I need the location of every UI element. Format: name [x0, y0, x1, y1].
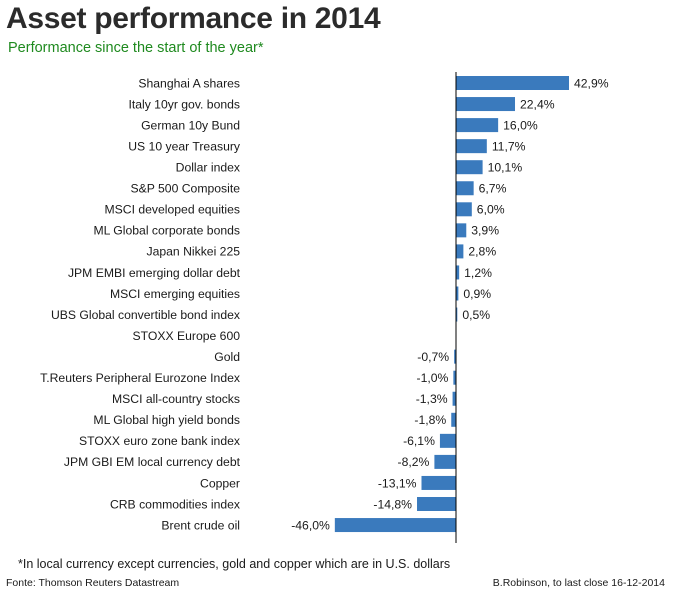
- value-label: 1,2%: [464, 266, 492, 280]
- category-label: MSCI emerging equities: [110, 287, 240, 301]
- bar: [456, 118, 499, 133]
- bar: [456, 244, 464, 259]
- value-label: -14,8%: [373, 497, 412, 511]
- category-label: MSCI developed equities: [105, 203, 241, 217]
- bar: [454, 349, 456, 364]
- bar: [451, 412, 456, 427]
- category-label: Gold: [214, 350, 240, 364]
- bar: [456, 160, 483, 175]
- bar: [456, 76, 569, 90]
- value-label: -8,2%: [398, 455, 430, 469]
- category-label: Japan Nikkei 225: [147, 245, 241, 259]
- category-label: S&P 500 Composite: [130, 182, 240, 196]
- bar: [456, 202, 472, 217]
- value-label: 6,7%: [479, 182, 507, 196]
- bar: [334, 518, 456, 533]
- value-label: 3,9%: [471, 224, 499, 238]
- value-label: 6,0%: [477, 203, 505, 217]
- category-label: Copper: [200, 476, 240, 490]
- credit-note: B.Robinson, to last close 16-12-2014: [492, 577, 665, 589]
- category-label: UBS Global convertible bond index: [51, 308, 240, 322]
- value-label: 0,9%: [463, 287, 491, 301]
- category-label: ML Global corporate bonds: [93, 224, 240, 238]
- value-label: -1,0%: [417, 371, 449, 385]
- category-label: Italy 10yr gov. bonds: [128, 97, 240, 111]
- value-label: 22,4%: [520, 97, 555, 111]
- bar: [434, 454, 456, 469]
- category-label: German 10y Bund: [141, 118, 240, 132]
- value-label: -1,8%: [414, 413, 446, 427]
- category-label: Brent crude oil: [161, 518, 240, 532]
- value-label: -0,7%: [417, 350, 449, 364]
- footnote: *In local currency except currencies, go…: [18, 557, 451, 571]
- category-label: Shanghai A shares: [138, 76, 240, 90]
- bar: [456, 181, 474, 196]
- bar: [417, 497, 456, 511]
- bar: [452, 391, 456, 406]
- category-label: US 10 year Treasury: [128, 139, 241, 153]
- value-label: -6,1%: [403, 434, 435, 448]
- value-label: 16,0%: [503, 118, 538, 132]
- value-label: 10,1%: [488, 161, 523, 175]
- category-label: MSCI all-country stocks: [112, 392, 240, 406]
- value-label: 42,9%: [574, 76, 609, 90]
- category-label: STOXX euro zone bank index: [79, 434, 240, 448]
- bar: [439, 433, 456, 448]
- category-label: JPM GBI EM local currency debt: [64, 455, 241, 469]
- value-label: -1,3%: [416, 392, 448, 406]
- bar: [456, 307, 458, 322]
- source-note: Fonte: Thomson Reuters Datastream: [6, 577, 180, 589]
- bar: [456, 286, 459, 301]
- value-label: 2,8%: [468, 245, 496, 259]
- category-label: CRB commodities index: [110, 497, 240, 511]
- value-label: -13,1%: [378, 476, 417, 490]
- category-label: ML Global high yield bonds: [93, 413, 240, 427]
- chart-subtitle: Performance since the start of the year*: [8, 40, 264, 56]
- category-label: T.Reuters Peripheral Eurozone Index: [40, 371, 240, 385]
- bar: [421, 475, 456, 490]
- category-label: JPM EMBI emerging dollar debt: [68, 266, 241, 280]
- bar: [456, 223, 467, 238]
- chart-title: Asset performance in 2014: [6, 2, 381, 35]
- bar: [456, 139, 487, 154]
- value-label: 0,5%: [462, 308, 490, 322]
- bar: [453, 370, 456, 385]
- category-label: STOXX Europe 600: [133, 329, 241, 343]
- value-label: 11,7%: [492, 139, 526, 153]
- category-label: Dollar index: [176, 161, 240, 175]
- value-label: -46,0%: [291, 518, 330, 532]
- bar: [456, 97, 516, 112]
- bar: [456, 265, 460, 280]
